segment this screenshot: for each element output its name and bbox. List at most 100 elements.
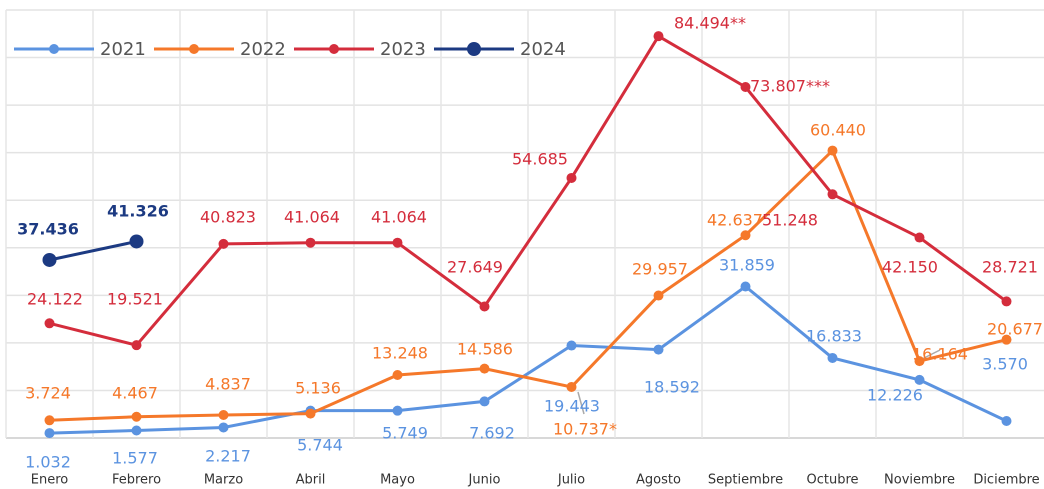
data-point <box>479 363 490 374</box>
data-point <box>653 31 664 42</box>
data-point <box>1001 296 1012 307</box>
x-tick-label: Septiembre <box>708 473 783 488</box>
data-label: 12.226 <box>867 386 923 405</box>
data-point <box>44 428 55 439</box>
data-point <box>392 405 403 416</box>
data-label: 24.122 <box>27 290 83 309</box>
data-label: 27.649 <box>447 258 503 277</box>
data-label: 14.586 <box>457 340 513 359</box>
data-point <box>740 230 751 241</box>
data-label: 10.737* <box>553 420 617 439</box>
data-point <box>218 422 229 433</box>
data-point <box>914 356 925 367</box>
data-label: 51.248 <box>762 211 818 230</box>
data-point <box>218 238 229 249</box>
x-tick-label: Octubre <box>806 473 858 488</box>
data-point <box>827 189 838 200</box>
x-tick-label: Agosto <box>636 473 681 488</box>
x-tick-label: Febrero <box>112 473 161 488</box>
data-point <box>653 344 664 355</box>
data-label: 29.957 <box>632 260 688 279</box>
data-label: 41.326 <box>107 202 169 221</box>
x-tick-label: Junio <box>468 473 501 488</box>
data-label: 4.467 <box>112 384 158 403</box>
series-line <box>49 284 1008 435</box>
data-point <box>218 409 229 420</box>
legend-marker <box>329 44 339 54</box>
series-line <box>49 240 137 262</box>
x-tick-label: Noviembre <box>884 473 955 488</box>
data-point <box>740 281 751 292</box>
data-label: 42.637 <box>707 211 763 230</box>
data-label: 20.677 <box>987 320 1043 339</box>
data-label: 5.136 <box>295 379 341 398</box>
data-label: 3.570 <box>982 355 1028 374</box>
data-label: 73.807*** <box>750 77 830 96</box>
data-label: 18.592 <box>644 378 700 397</box>
legend-label: 2023 <box>380 39 426 60</box>
data-label: 84.494** <box>674 14 746 33</box>
data-label: 4.837 <box>205 375 251 394</box>
data-label: 60.440 <box>810 121 866 140</box>
data-point <box>479 301 490 312</box>
data-point <box>914 232 925 243</box>
data-label: 1.032 <box>25 453 71 472</box>
x-tick-label: Abril <box>296 473 326 488</box>
data-label: 28.721 <box>982 258 1038 277</box>
data-point <box>44 318 55 329</box>
data-label: 16.164 <box>912 345 968 364</box>
data-point <box>131 425 142 436</box>
data-point <box>1001 334 1012 345</box>
data-label: 13.248 <box>372 344 428 363</box>
data-label: 41.064 <box>284 208 340 227</box>
data-label: 2.217 <box>205 447 251 466</box>
data-point <box>131 340 142 351</box>
data-point <box>305 408 316 419</box>
data-label: 41.064 <box>371 208 427 227</box>
data-point <box>740 82 751 93</box>
data-point <box>392 369 403 380</box>
data-label: 5.749 <box>382 424 428 443</box>
data-label: 40.823 <box>200 208 256 227</box>
series-line <box>49 147 1007 422</box>
data-point <box>566 340 577 351</box>
data-label: 3.724 <box>25 384 71 403</box>
data-label: 19.443 <box>544 397 600 416</box>
data-label: 5.744 <box>297 436 343 455</box>
data-point <box>914 374 925 385</box>
data-point <box>479 396 490 407</box>
grid <box>5 9 1044 439</box>
data-label: 54.685 <box>512 150 568 169</box>
data-point <box>827 352 838 363</box>
legend-marker <box>467 42 481 56</box>
series-line <box>49 34 1008 347</box>
legend-marker <box>49 44 59 54</box>
x-tick-label: Marzo <box>204 473 243 488</box>
data-label: 1.577 <box>112 449 158 468</box>
data-point <box>42 252 57 267</box>
data-point <box>305 237 316 248</box>
data-label: 19.521 <box>107 290 163 309</box>
legend-label: 2024 <box>520 39 566 60</box>
x-tick-label: Diciembre <box>973 473 1039 488</box>
data-point <box>129 234 144 249</box>
data-label: 42.150 <box>882 258 938 277</box>
legend-marker <box>189 44 199 54</box>
data-point <box>566 172 577 183</box>
legend-label: 2021 <box>100 39 146 60</box>
x-tick-label: Mayo <box>380 473 415 488</box>
data-point <box>653 290 664 301</box>
data-label: 7.692 <box>469 424 515 443</box>
legend-label: 2022 <box>240 39 286 60</box>
x-tick-label: Julio <box>557 473 585 488</box>
data-point <box>566 381 577 392</box>
data-label: 31.859 <box>719 256 775 275</box>
data-point <box>44 415 55 426</box>
data-label: 37.436 <box>17 220 79 239</box>
data-point <box>1001 416 1012 427</box>
data-point <box>827 145 838 156</box>
data-label: 16.833 <box>806 327 862 346</box>
x-tick-label: Enero <box>31 473 69 488</box>
leader-line <box>577 391 585 415</box>
